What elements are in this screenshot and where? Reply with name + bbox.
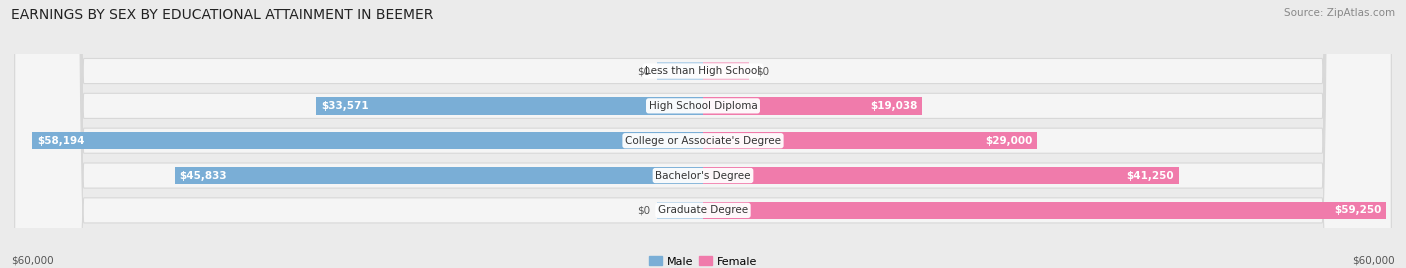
FancyBboxPatch shape bbox=[14, 0, 1392, 268]
Bar bbox=[657, 62, 703, 80]
Bar bbox=[703, 97, 922, 115]
Text: $60,000: $60,000 bbox=[11, 255, 53, 265]
FancyBboxPatch shape bbox=[14, 0, 1392, 268]
Text: Bachelor's Degree: Bachelor's Degree bbox=[655, 170, 751, 181]
FancyBboxPatch shape bbox=[14, 0, 1392, 268]
Text: Less than High School: Less than High School bbox=[645, 66, 761, 76]
Text: $41,250: $41,250 bbox=[1126, 170, 1174, 181]
Text: $29,000: $29,000 bbox=[986, 136, 1032, 146]
Bar bbox=[32, 132, 703, 150]
Text: $0: $0 bbox=[637, 205, 650, 215]
FancyBboxPatch shape bbox=[14, 0, 1392, 268]
Text: $60,000: $60,000 bbox=[1353, 255, 1395, 265]
Bar bbox=[703, 62, 749, 80]
Text: $58,194: $58,194 bbox=[37, 136, 84, 146]
Bar bbox=[657, 202, 703, 219]
Bar bbox=[703, 132, 1038, 150]
Text: $0: $0 bbox=[756, 66, 769, 76]
Bar bbox=[316, 97, 703, 115]
Text: EARNINGS BY SEX BY EDUCATIONAL ATTAINMENT IN BEEMER: EARNINGS BY SEX BY EDUCATIONAL ATTAINMEN… bbox=[11, 8, 433, 22]
Text: $33,571: $33,571 bbox=[321, 101, 368, 111]
Text: $19,038: $19,038 bbox=[870, 101, 918, 111]
Text: $0: $0 bbox=[637, 66, 650, 76]
Legend: Male, Female: Male, Female bbox=[644, 252, 762, 268]
Text: High School Diploma: High School Diploma bbox=[648, 101, 758, 111]
Bar bbox=[703, 167, 1178, 184]
Text: College or Associate's Degree: College or Associate's Degree bbox=[626, 136, 780, 146]
Text: Graduate Degree: Graduate Degree bbox=[658, 205, 748, 215]
FancyBboxPatch shape bbox=[14, 0, 1392, 268]
Bar bbox=[174, 167, 703, 184]
Bar bbox=[703, 202, 1386, 219]
Text: $45,833: $45,833 bbox=[180, 170, 226, 181]
Text: Source: ZipAtlas.com: Source: ZipAtlas.com bbox=[1284, 8, 1395, 18]
Text: $59,250: $59,250 bbox=[1334, 205, 1381, 215]
